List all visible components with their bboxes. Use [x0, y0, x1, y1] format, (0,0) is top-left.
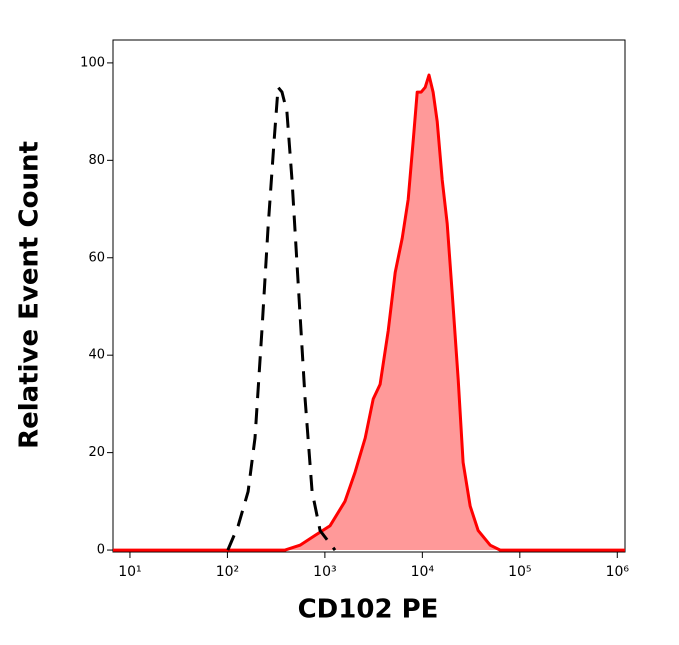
histogram-line	[113, 73, 625, 552]
x-tick-label: 10³	[313, 564, 336, 580]
x-axis-title: CD102 PE	[298, 595, 439, 625]
y-axis-title: Relative Event Count	[15, 141, 45, 449]
histogram-line	[226, 85, 337, 552]
x-tick-label: 10⁴	[411, 564, 435, 580]
x-tick-label: 10¹	[118, 564, 141, 580]
x-tick-label: 10²	[216, 564, 239, 580]
y-tick-label: 0	[97, 543, 105, 558]
x-tick-label: 10⁶	[606, 564, 630, 580]
plot-frame	[112, 39, 626, 553]
area-fill	[113, 75, 625, 551]
y-tick-label: 100	[80, 55, 105, 70]
x-tick-label: 10⁵	[508, 564, 531, 580]
y-tick-label: 80	[88, 153, 105, 168]
y-tick-label: 60	[88, 250, 105, 265]
y-tick-label: 20	[88, 445, 105, 460]
y-tick-label: 40	[88, 348, 105, 363]
